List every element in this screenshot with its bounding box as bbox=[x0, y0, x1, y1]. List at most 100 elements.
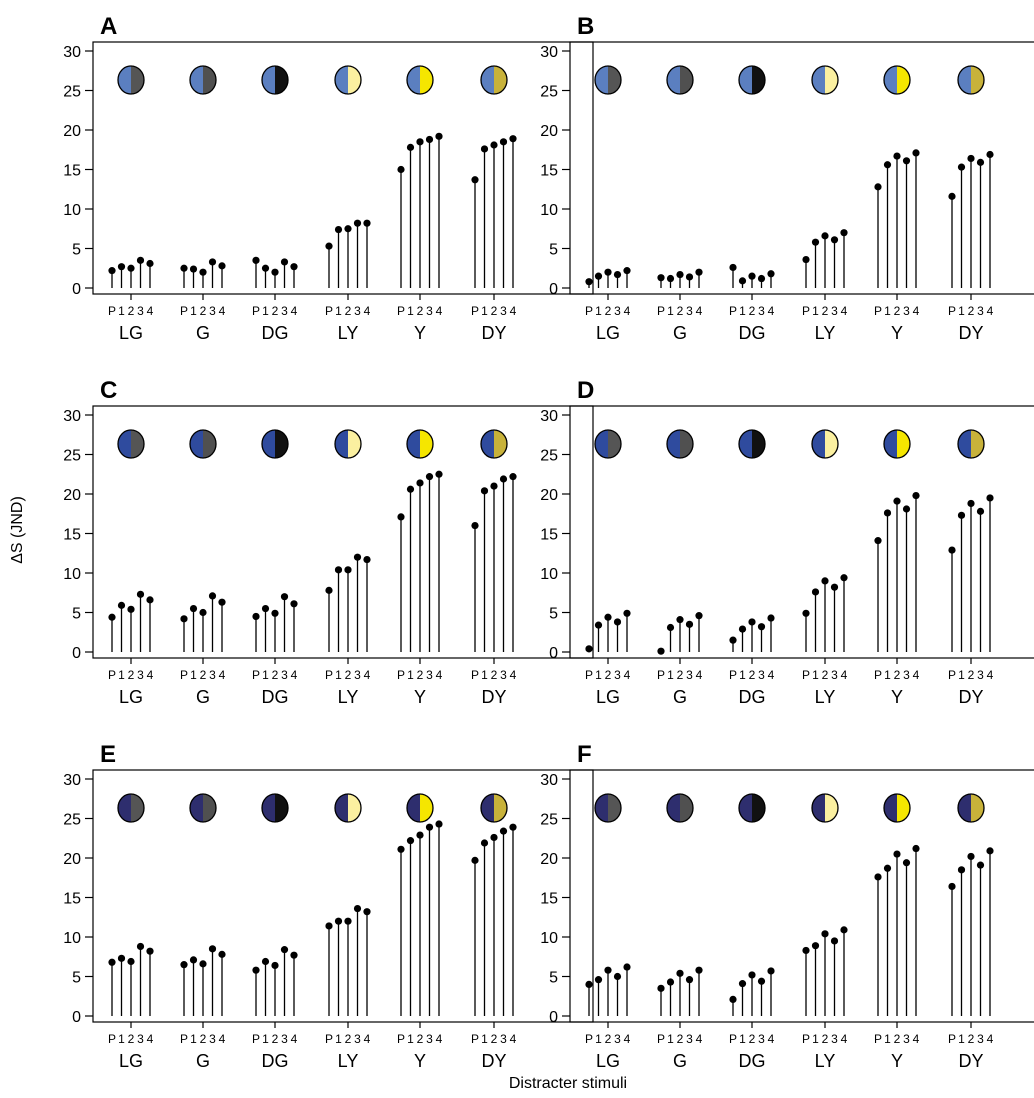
plot-frame bbox=[569, 769, 1034, 1023]
y-tick-label: 0 bbox=[549, 281, 558, 298]
category-label: Y bbox=[414, 323, 426, 343]
sub-label: 4 bbox=[364, 668, 371, 682]
data-point bbox=[604, 613, 612, 621]
sub-label: 3 bbox=[137, 668, 144, 682]
sub-label: 2 bbox=[491, 668, 498, 682]
sub-label: 2 bbox=[200, 1032, 207, 1046]
sub-label: 2 bbox=[677, 668, 684, 682]
category-lg: P 1 2 3 4 LG bbox=[585, 65, 631, 343]
category-label: Y bbox=[414, 687, 426, 707]
sub-label: 2 bbox=[417, 304, 424, 318]
distracter-half bbox=[971, 794, 984, 822]
category-dg: P 1 2 3 4DG bbox=[729, 429, 775, 707]
data-point bbox=[585, 980, 593, 989]
y-tick-label: 30 bbox=[540, 408, 558, 425]
y-tick-label: 30 bbox=[540, 44, 558, 61]
data-point bbox=[821, 232, 829, 240]
data-point bbox=[840, 926, 848, 934]
sub-label: 4 bbox=[987, 668, 994, 682]
stimulus-icon bbox=[481, 794, 507, 822]
distracter-half bbox=[680, 430, 693, 458]
data-point bbox=[490, 141, 498, 149]
data-point bbox=[208, 258, 217, 266]
sub-label: P bbox=[874, 304, 882, 318]
sub-label: 4 bbox=[436, 1032, 443, 1046]
stimulus-icon-outline bbox=[811, 65, 839, 95]
plot-frame bbox=[569, 41, 1034, 295]
category-label: DY bbox=[958, 687, 983, 707]
data-point bbox=[594, 272, 603, 280]
distracter-half bbox=[203, 430, 216, 458]
stimulus-icon bbox=[884, 66, 910, 94]
sub-label: P bbox=[729, 304, 737, 318]
data-point bbox=[334, 566, 343, 574]
sub-label: 2 bbox=[345, 1032, 352, 1046]
category-label: Y bbox=[891, 323, 903, 343]
stimulus-icon-outline bbox=[957, 429, 985, 459]
stimulus-icon bbox=[118, 430, 144, 458]
category-label: LY bbox=[338, 323, 359, 343]
y-tick-label: 25 bbox=[63, 812, 81, 829]
data-point bbox=[490, 482, 498, 490]
data-point bbox=[748, 272, 756, 280]
category-ly: P 1 2 3 4 LY bbox=[325, 65, 371, 343]
data-point bbox=[325, 922, 333, 930]
category-label: LG bbox=[119, 323, 143, 343]
y-tick-label: 30 bbox=[63, 772, 81, 789]
sub-label: 1 bbox=[190, 668, 197, 682]
category-y: P 1 2 3 4Y bbox=[397, 65, 443, 343]
data-point bbox=[948, 192, 956, 200]
stimulus-icon-outline bbox=[334, 793, 362, 823]
data-point bbox=[623, 267, 631, 275]
data-point bbox=[957, 866, 966, 874]
y-tick-label: 25 bbox=[540, 812, 558, 829]
sub-label: P bbox=[874, 668, 882, 682]
data-point bbox=[738, 980, 747, 988]
category-lg: P 1 2 3 4 LG bbox=[585, 793, 631, 1071]
sub-label: 1 bbox=[407, 668, 414, 682]
sub-label: P bbox=[180, 1032, 188, 1046]
data-point bbox=[986, 150, 994, 159]
distracter-half bbox=[275, 794, 288, 822]
category-label: LY bbox=[338, 1051, 359, 1071]
sub-label: 1 bbox=[595, 304, 602, 318]
target-half bbox=[739, 66, 752, 94]
data-point bbox=[948, 882, 956, 891]
sub-label: 1 bbox=[667, 304, 674, 318]
sub-label: 1 bbox=[812, 668, 819, 682]
data-point bbox=[208, 945, 217, 953]
category-label: LG bbox=[596, 323, 620, 343]
sub-label: 3 bbox=[209, 1032, 216, 1046]
target-half bbox=[884, 430, 897, 458]
stimulus-icon-outline bbox=[666, 429, 694, 459]
sub-label: P bbox=[948, 668, 956, 682]
sub-label: P bbox=[471, 304, 479, 318]
category-g: P 1 2 3 4G bbox=[180, 793, 226, 1071]
category-g: P 1 2 3 4G bbox=[657, 793, 703, 1071]
data-point bbox=[261, 604, 270, 613]
data-point bbox=[874, 873, 882, 881]
stimulus-icon bbox=[884, 430, 910, 458]
sub-label: 4 bbox=[510, 304, 517, 318]
target-half bbox=[262, 66, 275, 94]
data-point bbox=[957, 163, 966, 171]
sub-label: 1 bbox=[958, 668, 965, 682]
stimulus-icon bbox=[262, 430, 288, 458]
sub-label: 1 bbox=[595, 668, 602, 682]
stimulus-icon-outline bbox=[480, 793, 508, 823]
sub-label: 1 bbox=[118, 1032, 125, 1046]
stimulus-icon-outline bbox=[117, 429, 145, 459]
y-tick-label: 10 bbox=[63, 566, 81, 583]
sub-label: 1 bbox=[739, 1032, 746, 1046]
y-tick-label: 15 bbox=[63, 163, 81, 180]
y-tick-label: 5 bbox=[549, 606, 558, 623]
y-tick-label: 10 bbox=[63, 202, 81, 219]
data-point bbox=[893, 850, 901, 858]
data-point bbox=[208, 592, 217, 600]
stimulus-icon-outline bbox=[883, 65, 911, 95]
distracter-half bbox=[897, 66, 910, 94]
data-point bbox=[199, 268, 207, 276]
sub-label: 2 bbox=[128, 1032, 135, 1046]
stimulus-icon-outline bbox=[883, 793, 911, 823]
